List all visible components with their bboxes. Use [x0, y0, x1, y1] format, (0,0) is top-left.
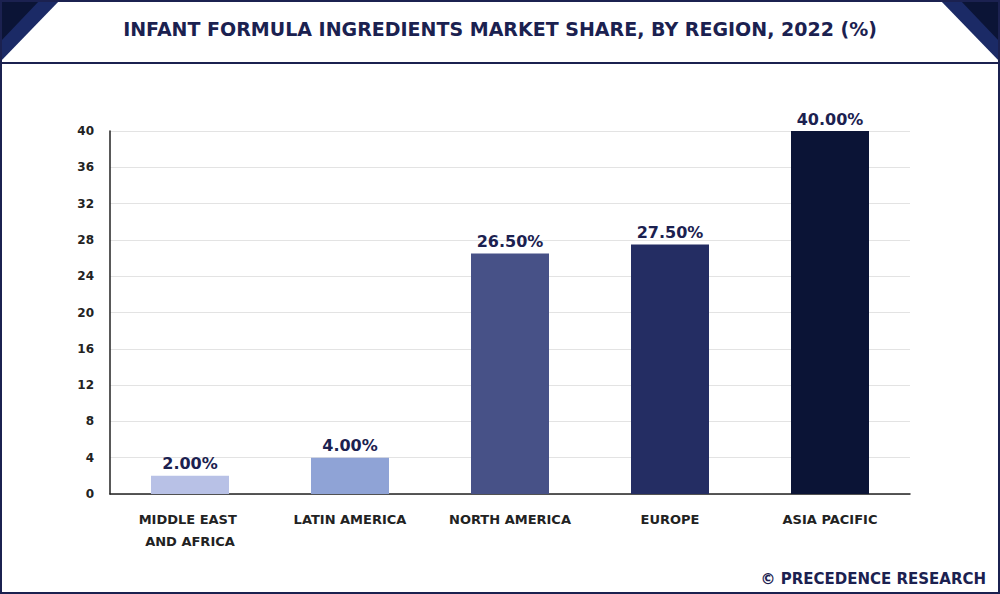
svg-text:12: 12 — [77, 378, 94, 392]
svg-text:26.50%: 26.50% — [477, 232, 544, 251]
svg-text:40: 40 — [77, 124, 94, 138]
svg-text:36: 36 — [77, 160, 94, 174]
svg-text:32: 32 — [77, 197, 94, 211]
svg-text:© PRECEDENCE RESEARCH: © PRECEDENCE RESEARCH — [760, 570, 986, 588]
svg-text:28: 28 — [77, 233, 94, 247]
svg-text:4.00%: 4.00% — [322, 436, 378, 455]
svg-text:EUROPE: EUROPE — [641, 512, 700, 527]
svg-text:MIDDLE EAST: MIDDLE EAST — [139, 512, 242, 527]
svg-text:INFANT FORMULA INGREDIENTS MAR: INFANT FORMULA INGREDIENTS MARKET SHARE,… — [123, 18, 877, 40]
svg-text:8: 8 — [86, 414, 94, 428]
svg-text:20: 20 — [77, 306, 94, 320]
svg-text:ASIA PACIFIC: ASIA PACIFIC — [783, 512, 878, 527]
svg-text:0: 0 — [86, 487, 94, 501]
svg-text:2.00%: 2.00% — [162, 454, 218, 473]
svg-text:NORTH AMERICA: NORTH AMERICA — [449, 512, 571, 527]
svg-text:27.50%: 27.50% — [637, 223, 704, 242]
svg-text:AND AFRICA: AND AFRICA — [145, 534, 235, 549]
svg-text:16: 16 — [77, 342, 94, 356]
svg-text:4: 4 — [86, 451, 94, 465]
svg-text:40.00%: 40.00% — [797, 110, 864, 129]
svg-text:24: 24 — [77, 269, 94, 283]
svg-text:LATIN AMERICA: LATIN AMERICA — [294, 512, 407, 527]
